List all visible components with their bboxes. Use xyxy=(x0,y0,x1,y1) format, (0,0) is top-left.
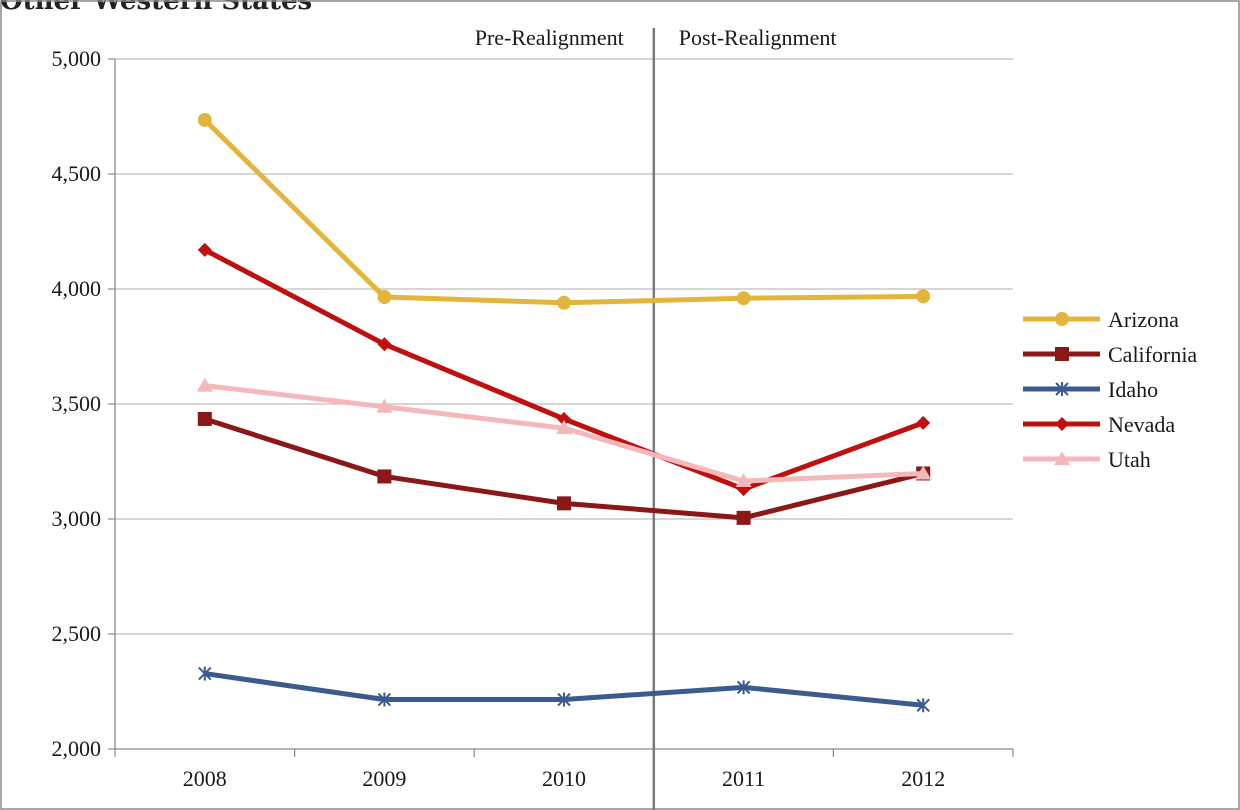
axes: 2,000 2,500 3,000 3,500 4,000 4,500 5,000 2008 2… xyxy=(52,46,1014,791)
y-tick-label: 5,000 xyxy=(52,46,102,71)
x-tick-label: 2008 xyxy=(183,766,227,791)
x-tick-label: 2010 xyxy=(542,766,586,791)
gridlines xyxy=(115,58,1013,635)
legend-marker-utah xyxy=(1054,451,1070,465)
data-point-nevada xyxy=(377,337,392,352)
legend-item-nevada: Nevada xyxy=(1023,412,1175,437)
y-tick-label: 2,000 xyxy=(52,736,102,761)
y-tick-label: 4,000 xyxy=(52,276,102,301)
data-point-nevada xyxy=(557,411,571,426)
data-point-arizona xyxy=(377,290,392,305)
legend-item-idaho: Idaho xyxy=(1023,377,1158,402)
legend-item-california: California xyxy=(1023,342,1197,367)
legend-marker-idaho xyxy=(1055,382,1069,396)
y-tick-label: 4,500 xyxy=(52,161,102,186)
annotation-post-realignment: Post-Realignment xyxy=(679,25,837,50)
y-tick-label: 3,000 xyxy=(52,506,102,531)
data-point-arizona xyxy=(736,291,751,306)
data-point-utah xyxy=(735,473,752,488)
legend-label-california: California xyxy=(1108,342,1197,367)
annotation-pre-realignment: Pre-Realignment xyxy=(475,25,624,50)
data-point-nevada xyxy=(916,415,931,430)
data-point-utah xyxy=(196,377,213,392)
series-line-arizona xyxy=(203,118,924,306)
legend-label-nevada: Nevada xyxy=(1108,412,1175,437)
legend-item-arizona: Arizona xyxy=(1023,307,1179,332)
annotations: Pre-Realignment Post-Realignment xyxy=(475,25,837,810)
data-point-utah xyxy=(556,420,572,435)
data-point-idaho xyxy=(377,692,392,707)
legend-label-utah: Utah xyxy=(1108,447,1151,472)
series-utah xyxy=(196,377,932,488)
legend-marker-nevada xyxy=(1055,417,1069,431)
data-point-arizona xyxy=(916,289,931,304)
page-heading: Other Western States xyxy=(0,0,313,16)
data-point-utah xyxy=(376,398,393,413)
y-tick-label: 2,500 xyxy=(52,621,102,646)
legend-label-idaho: Idaho xyxy=(1108,377,1158,402)
series-lines xyxy=(196,112,932,713)
legend-label-arizona: Arizona xyxy=(1108,307,1179,332)
legend-marker-california xyxy=(1055,347,1069,361)
legend: Arizona California Idaho Nevada Utah xyxy=(1023,307,1197,472)
x-tick-label: 2011 xyxy=(722,766,765,791)
x-tick-label: 2012 xyxy=(901,766,945,791)
data-point-idaho xyxy=(736,680,751,695)
x-tick-label: 2009 xyxy=(362,766,406,791)
series-idaho xyxy=(198,666,930,713)
legend-marker-arizona xyxy=(1055,312,1069,326)
data-point-california xyxy=(557,496,571,511)
data-point-arizona xyxy=(557,295,571,310)
data-point-nevada xyxy=(197,242,212,257)
data-point-idaho xyxy=(916,698,930,713)
data-point-arizona xyxy=(197,112,212,127)
legend-item-utah: Utah xyxy=(1023,447,1151,472)
data-point-california xyxy=(736,510,751,525)
data-point-utah xyxy=(915,465,932,480)
data-point-california xyxy=(197,411,212,426)
data-point-idaho xyxy=(557,692,571,707)
data-point-california xyxy=(377,469,392,484)
series-arizona xyxy=(197,112,931,310)
series-nevada xyxy=(197,242,931,497)
data-point-idaho xyxy=(198,666,212,681)
y-tick-label: 3,500 xyxy=(52,391,102,416)
